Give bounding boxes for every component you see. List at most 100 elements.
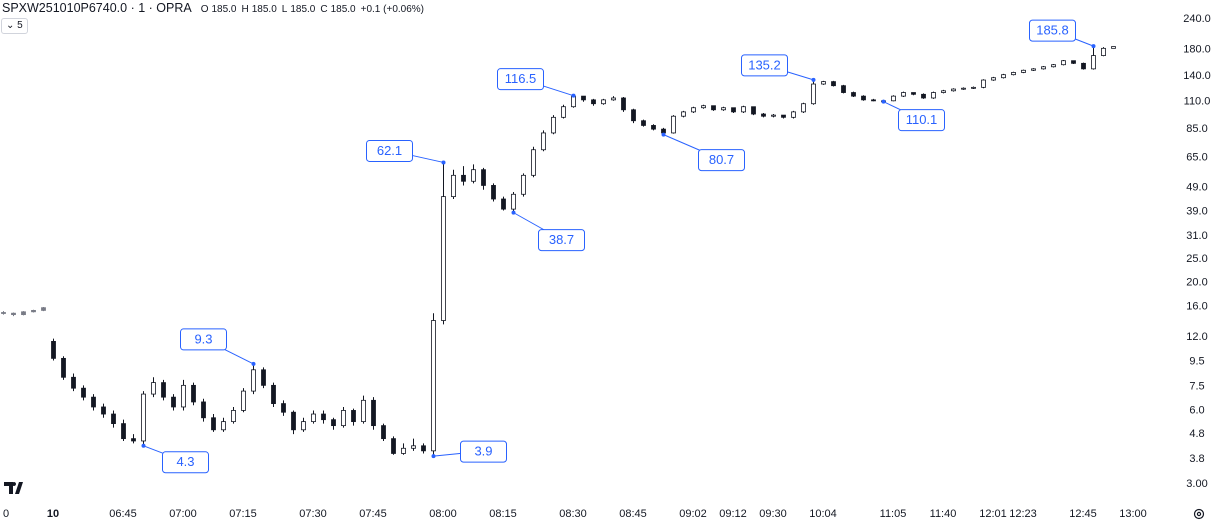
callout-box (366, 139, 413, 162)
settings-icon[interactable] (1193, 508, 1205, 520)
candle-body (371, 399, 376, 427)
ohlc-value: 185.0 (211, 4, 237, 15)
callout-box (898, 109, 945, 132)
candle-body (901, 92, 906, 97)
candle (1011, 71, 1016, 76)
candle (1041, 66, 1046, 70)
candle (261, 367, 266, 389)
candle-body (931, 92, 936, 99)
candle (831, 80, 836, 87)
candle-body (891, 95, 896, 102)
callout-label: 38.7 (549, 232, 574, 247)
ohlc-key: H (241, 4, 249, 15)
candle (481, 167, 486, 190)
callout: 135.2 (741, 54, 816, 82)
callout-box (1029, 19, 1076, 42)
y-tick-label: 85.0 (1186, 123, 1207, 135)
candle (491, 183, 496, 202)
y-tick-label: 4.8 (1189, 428, 1204, 440)
y-tick-label: 140.0 (1183, 70, 1211, 82)
candle-body (771, 114, 776, 117)
ohlc-key: C (320, 4, 328, 15)
x-tick-label: 07:30 (299, 508, 327, 520)
candle-body (791, 111, 796, 118)
candle (631, 108, 636, 124)
x-tick-label: 12:01 (979, 508, 1007, 520)
callout: 185.8 (1029, 19, 1096, 49)
candle-body (581, 95, 586, 101)
candle-body (1, 312, 6, 314)
x-tick-label: 13:00 (1119, 508, 1147, 520)
candle-body (981, 79, 986, 88)
candle (411, 438, 416, 451)
candle-body (831, 81, 836, 87)
y-tick-label: 3.00 (1186, 478, 1207, 490)
candle-body (351, 410, 356, 423)
candle-body (681, 111, 686, 117)
candle (81, 385, 86, 401)
y-tick-label: 9.5 (1189, 356, 1204, 368)
candle (621, 97, 626, 112)
candle-body (121, 423, 126, 440)
change: +0.1 (+0.06%) (360, 4, 424, 15)
candle (961, 87, 966, 90)
candle-body (701, 105, 706, 109)
ohlc-key: L (281, 4, 288, 15)
candle (971, 86, 976, 90)
symbol: SPXW251010P6740.0 · 1 · OPRA (2, 1, 192, 15)
callout-box (497, 68, 544, 91)
candle (1071, 60, 1076, 65)
candle-body (191, 384, 196, 403)
callout-label: 4.3 (176, 454, 194, 469)
candle (231, 406, 236, 424)
candle-body (761, 113, 766, 117)
candle-body (991, 77, 996, 81)
callout-dot (251, 361, 256, 366)
candle (1031, 68, 1036, 71)
candle-body (841, 85, 846, 93)
candle (1001, 73, 1006, 79)
candle (821, 80, 826, 85)
candle (551, 115, 556, 135)
y-tick-label: 12.0 (1186, 331, 1207, 343)
candle (211, 414, 216, 432)
callout-dot (881, 99, 886, 104)
candle (161, 379, 166, 401)
candle-body (1061, 60, 1066, 66)
candle-body (11, 312, 16, 316)
callout-label: 9.3 (194, 331, 212, 346)
candle (791, 110, 796, 119)
candle-body (321, 413, 326, 421)
candle (341, 406, 346, 428)
candle-body (431, 320, 436, 452)
candle-body (871, 99, 876, 102)
callout-dot (661, 132, 666, 137)
indicators-toggle[interactable]: ⌄ 5 (1, 18, 28, 34)
candle (801, 102, 806, 113)
candle-body (161, 382, 166, 398)
callout-label: 135.2 (748, 57, 781, 72)
candle (941, 89, 946, 94)
callout-dot (431, 454, 436, 459)
candle (1111, 46, 1116, 49)
x-tick-label: 08:00 (429, 508, 457, 520)
candle (11, 312, 16, 317)
candle (871, 98, 876, 102)
candle (841, 84, 846, 94)
callout-box (538, 229, 585, 252)
candle-body (211, 417, 216, 431)
ohlc-value: 185.0 (330, 4, 356, 15)
candle (71, 373, 76, 392)
y-tick-label: 20.0 (1186, 277, 1207, 289)
candle (31, 309, 36, 313)
candle (651, 124, 656, 131)
candle-body (621, 97, 626, 111)
candle (361, 395, 366, 424)
y-tick-label: 31.0 (1186, 230, 1207, 242)
candle (291, 410, 296, 435)
candle (201, 398, 206, 422)
candle-body (471, 169, 476, 182)
x-tick-label: 08:30 (559, 508, 587, 520)
candle (761, 112, 766, 118)
